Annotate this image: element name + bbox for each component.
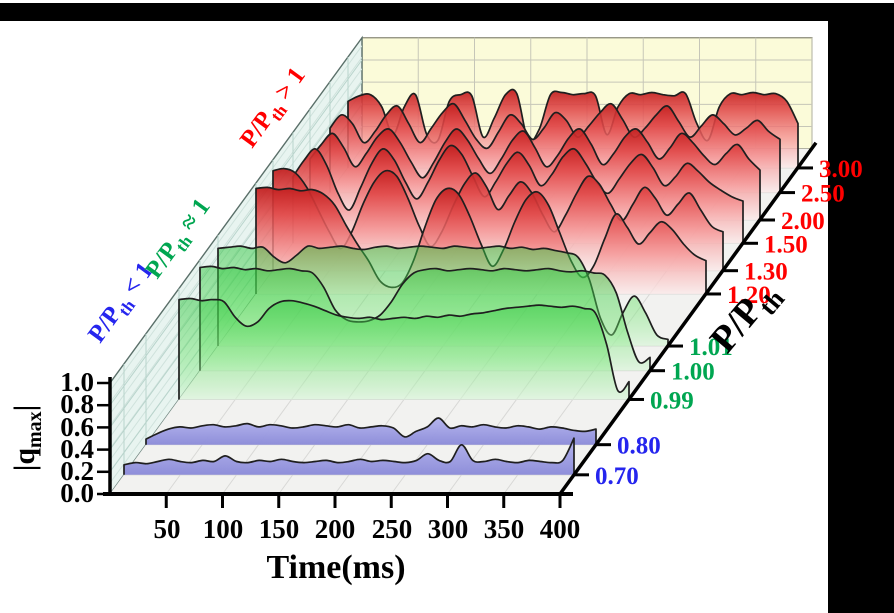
x-tick-250: 250	[372, 514, 413, 544]
x-tick-300: 300	[428, 514, 469, 544]
y-axis-title: |qmax|	[8, 405, 46, 472]
trace-area-0.70	[124, 438, 574, 475]
x-axis-title: Time(ms)	[266, 549, 405, 586]
y-tick-labels: 1.0 0.8 0.6 0.4 0.2 0.0	[60, 367, 94, 508]
x-tick-350: 350	[484, 514, 525, 544]
trace-line-1.50	[292, 144, 744, 244]
trace-line-0.99	[178, 297, 630, 400]
z-tick-0.80: 0.80	[617, 433, 661, 460]
trace-line-3.00	[347, 88, 799, 168]
y-tick-1.0: 1.0	[60, 367, 94, 397]
y-tick-0.8: 0.8	[60, 389, 94, 419]
x-tick-400: 400	[540, 514, 581, 544]
trace-line-0.80	[145, 417, 597, 445]
x-tick-50: 50	[154, 514, 181, 544]
trace-area-0.80	[146, 417, 596, 445]
letterbox-right	[828, 3, 894, 613]
z-tick-2.00: 2.00	[781, 208, 825, 235]
trace-line-0.70	[123, 437, 575, 475]
x-tick-150: 150	[259, 514, 300, 544]
trace-line-1.00	[199, 265, 651, 371]
trace-0.99	[178, 297, 630, 400]
trace-line-2.50	[329, 102, 781, 193]
z-tick-0.70: 0.70	[595, 463, 639, 490]
z-tick-3.00: 3.00	[819, 156, 863, 183]
z-axis-line	[558, 141, 818, 496]
z-tick-1.00: 1.00	[671, 359, 715, 386]
letterbox-top	[0, 3, 894, 21]
trace-line-2.00	[309, 128, 761, 220]
trace-0.70	[123, 437, 575, 475]
trace-0.80	[145, 417, 597, 445]
chart-traces	[123, 88, 799, 475]
z-tick-1.30: 1.30	[744, 259, 788, 286]
z-tick-1.50: 1.50	[764, 231, 808, 258]
z-tick-1.20: 1.20	[727, 282, 771, 309]
y-tick-0.6: 0.6	[60, 412, 94, 442]
y-tick-0.2: 0.2	[60, 456, 94, 486]
z-tick-labels: 0.70 0.80 0.991.001.01 1.201.301.502.002.50…	[595, 156, 863, 490]
trace-area-0.99	[179, 298, 629, 400]
trace-line-1.20	[255, 186, 707, 294]
z-tick-2.50: 2.50	[801, 181, 845, 208]
x-tick-200: 200	[315, 514, 356, 544]
z-tick-0.99: 0.99	[650, 387, 694, 414]
y-tick-0.4: 0.4	[60, 434, 94, 464]
x-tick-labels: 50 100 150 200 250 300 350 400	[154, 514, 581, 544]
y-tick-0.0: 0.0	[60, 478, 94, 508]
chart-axes	[97, 141, 818, 508]
x-tick-100: 100	[203, 514, 244, 544]
z-tick-1.01: 1.01	[689, 334, 733, 361]
